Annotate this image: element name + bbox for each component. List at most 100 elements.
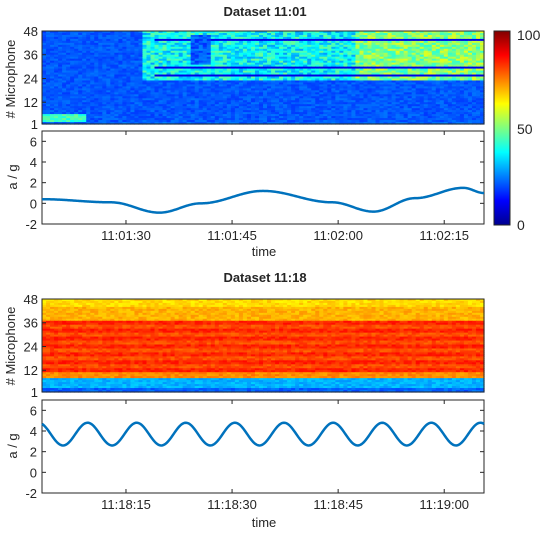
- heatmap-1-cell: [343, 68, 348, 72]
- heatmap-1-cell: [399, 32, 405, 36]
- heatmap-1-cell: [50, 66, 55, 70]
- heatmap-1-cell: [423, 104, 429, 107]
- heatmap-1-cell: [250, 31, 256, 34]
- heatmap-1-cell: [66, 56, 71, 60]
- heatmap-1-cell: [399, 60, 405, 64]
- heatmap-1-cell: [331, 34, 336, 38]
- heatmap-1-cell: [158, 44, 164, 48]
- heatmap-1-cell: [78, 108, 83, 111]
- heatmap-1-cell: [379, 92, 385, 95]
- heatmap-1-cell: [154, 116, 160, 119]
- heatmap-1-cell: [238, 52, 244, 56]
- heatmap-1-cell: [415, 70, 421, 74]
- heatmap-1-cell: [174, 88, 180, 91]
- heatmap-1-cell: [122, 54, 127, 58]
- heatmap-1-cell: [226, 34, 232, 38]
- heatmap-1-cell: [371, 62, 377, 66]
- heatmap-1-cell: [435, 31, 441, 34]
- heatmap-1-cell: [222, 118, 228, 121]
- heatmap-1-cell: [130, 108, 136, 111]
- heatmap-1-cell: [427, 56, 433, 60]
- heatmap-1-cell: [150, 72, 156, 76]
- heatmap-1-cell: [258, 32, 264, 36]
- heatmap-1-cell: [186, 92, 192, 95]
- heatmap-1-cell: [226, 70, 232, 74]
- heatmap-1-cell: [451, 114, 457, 117]
- heatmap-1-cell: [206, 98, 212, 101]
- heatmap-1-cell: [463, 60, 469, 64]
- heatmap-1-cell: [46, 88, 51, 91]
- heatmap-1-cell: [102, 96, 107, 99]
- heatmap-1-cell: [218, 68, 224, 72]
- heatmap-1-cell: [98, 108, 103, 111]
- heatmap-1-cell: [66, 70, 71, 74]
- heatmap-1-cell: [90, 52, 95, 56]
- heatmap-1-cell: [339, 98, 344, 101]
- heatmap-1-cell: [451, 106, 457, 109]
- heatmap-1-cell: [307, 72, 312, 76]
- heatmap-1-cell: [351, 106, 357, 109]
- heatmap-1-cell: [303, 42, 308, 46]
- heatmap-1-cell: [331, 62, 336, 66]
- heatmap-1-cell: [118, 98, 123, 101]
- heatmap-1-cell: [206, 114, 212, 117]
- heatmap-1-cell: [98, 80, 103, 84]
- heatmap-1-cell: [299, 100, 304, 103]
- heatmap-1-cell: [226, 58, 232, 62]
- heatmap-1-cell: [447, 74, 453, 78]
- heatmap-1-cell: [295, 84, 300, 88]
- heatmap-1-cell: [226, 72, 232, 76]
- heatmap-1-cell: [138, 40, 144, 44]
- heatmap-1-cell: [190, 64, 196, 68]
- heatmap-1-cell: [46, 38, 51, 42]
- heatmap-1-cell: [58, 92, 63, 95]
- heatmap-1-cell: [351, 96, 357, 99]
- heatmap-1-cell: [299, 31, 304, 34]
- heatmap-1-cell: [447, 68, 453, 72]
- heatmap-1-cell: [351, 52, 357, 56]
- heatmap-1-cell: [439, 66, 445, 70]
- heatmap-1-cell: [447, 116, 453, 119]
- heatmap-1-cell: [447, 102, 453, 105]
- heatmap-1-cell: [58, 88, 63, 91]
- heatmap-1-cell: [62, 94, 67, 97]
- heatmap-1-cell: [267, 82, 272, 86]
- heatmap-1-cell: [134, 96, 140, 99]
- heatmap-1-cell: [383, 46, 389, 50]
- heatmap-1-cell: [399, 94, 405, 97]
- heatmap-1-cell: [218, 70, 224, 74]
- heatmap-1-cell: [146, 58, 152, 62]
- heatmap-1-cell: [339, 34, 344, 38]
- heatmap-1-cell: [198, 108, 204, 111]
- heatmap-1-cell: [367, 98, 373, 101]
- heatmap-1-cell: [98, 58, 103, 62]
- heatmap-1-cell: [267, 76, 272, 80]
- heatmap-1-cell: [74, 52, 79, 56]
- heatmap-1-cell: [439, 58, 445, 62]
- heatmap-1-cell: [355, 102, 361, 105]
- heatmap-1-cell: [98, 88, 103, 91]
- heatmap-1-cell: [210, 100, 216, 103]
- heatmap-1-cell: [295, 62, 300, 66]
- heatmap-1-cell: [238, 68, 244, 72]
- heatmap-1-cell: [170, 72, 176, 76]
- heatmap-1-cell: [150, 110, 156, 113]
- heatmap-1-cell: [423, 31, 429, 34]
- heatmap-1-cell: [279, 96, 284, 99]
- heatmap-1-cell: [230, 44, 236, 48]
- heatmap-1-cell: [331, 64, 336, 68]
- heatmap-1-cell: [154, 80, 160, 84]
- heatmap-1-cell: [363, 42, 369, 46]
- heatmap-1-cell: [178, 32, 184, 36]
- heatmap-1-cell: [58, 84, 63, 88]
- heatmap-1-cell: [218, 32, 224, 36]
- heatmap-1-cell: [475, 114, 481, 117]
- heatmap-1-cell: [367, 94, 373, 97]
- heatmap-1-cell: [307, 84, 312, 88]
- heatmap-1-cell: [98, 68, 103, 72]
- heatmap-1-cell: [62, 120, 67, 123]
- heatmap-1-cell: [299, 94, 304, 97]
- heatmap-1-cell: [190, 70, 196, 74]
- heatmap-1-cell: [419, 106, 425, 109]
- heatmap-1-cell: [463, 46, 469, 50]
